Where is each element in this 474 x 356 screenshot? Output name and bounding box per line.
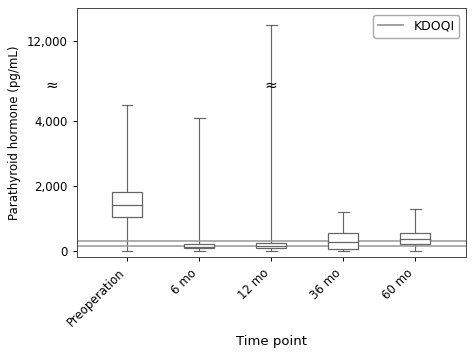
Text: ≈: ≈ — [45, 78, 58, 93]
Legend: KDOQI: KDOQI — [374, 15, 459, 38]
Bar — [328, 233, 358, 249]
Bar — [184, 245, 214, 248]
X-axis label: Time point: Time point — [236, 335, 307, 348]
Bar — [112, 192, 142, 217]
Bar — [256, 243, 286, 248]
Y-axis label: Parathyroid hormone (pg/mL): Parathyroid hormone (pg/mL) — [9, 46, 21, 220]
Bar — [400, 233, 430, 245]
Text: ≈: ≈ — [265, 78, 278, 93]
